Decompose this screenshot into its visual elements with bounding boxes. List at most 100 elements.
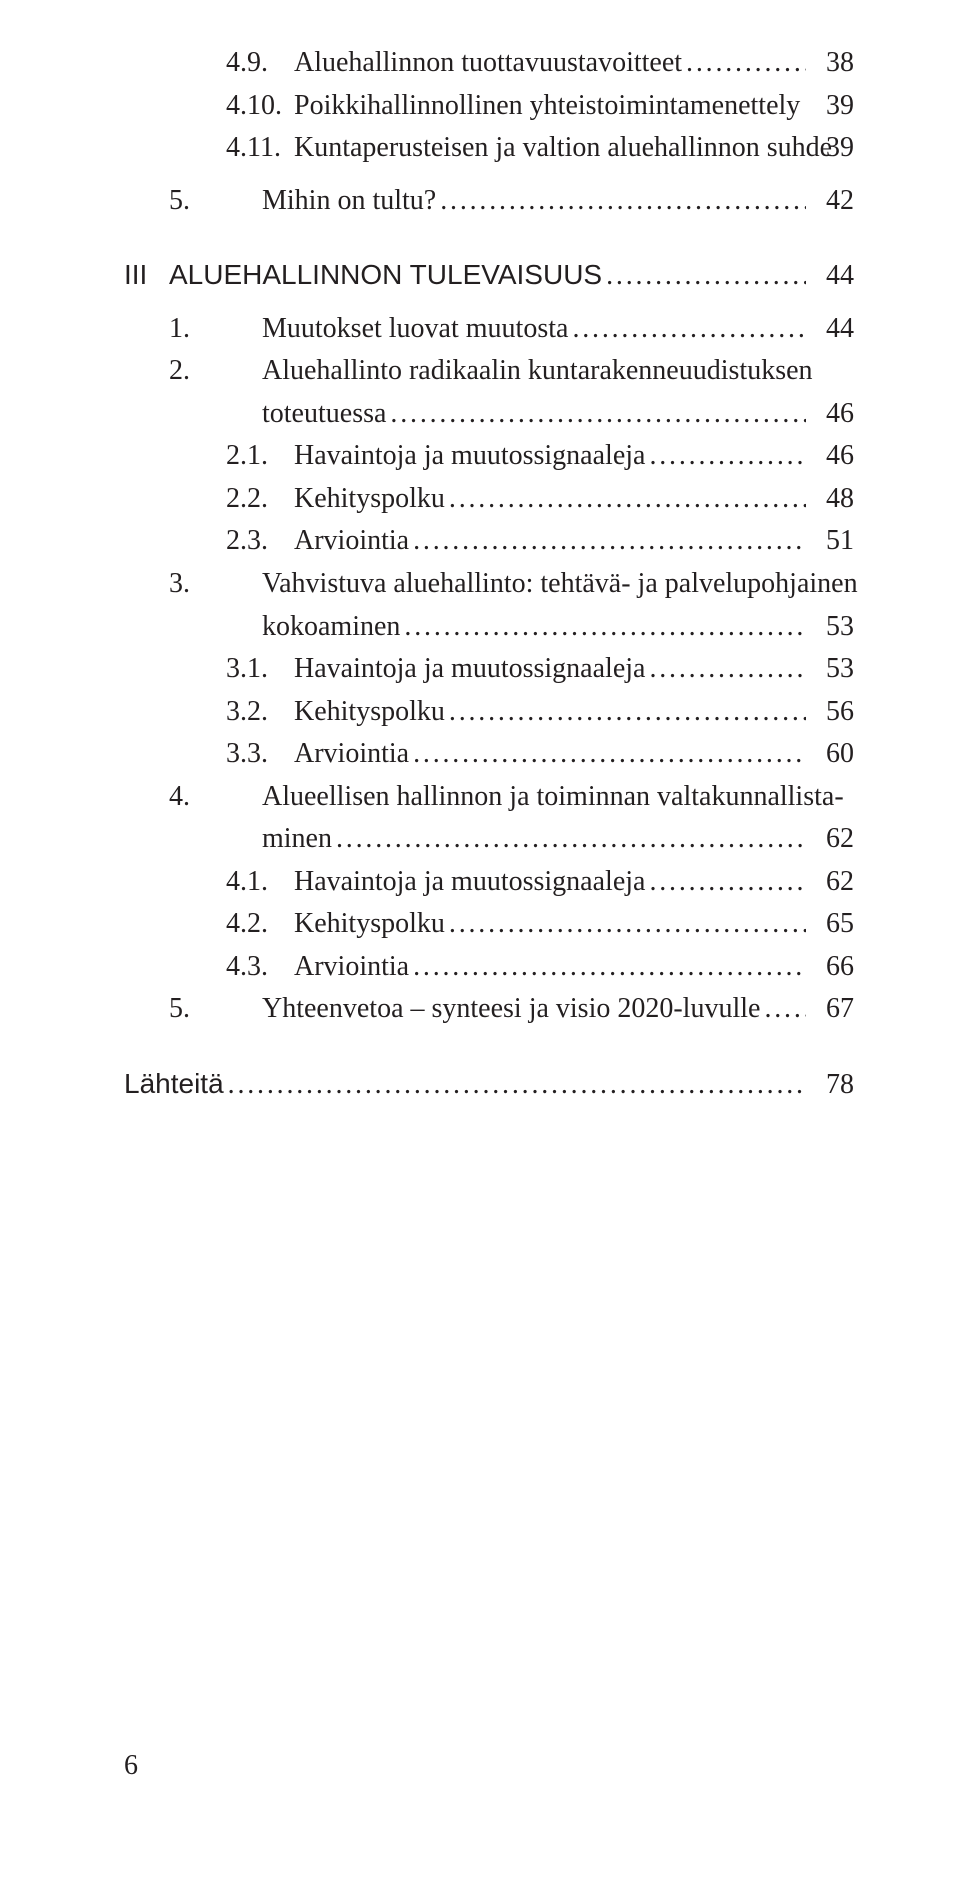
toc-entry-row: 2.3.Arviointia..........................… <box>124 520 854 563</box>
toc-page-number: 62 <box>810 861 854 904</box>
toc-entry-label: Havaintoja ja muutossignaaleja <box>294 435 645 478</box>
toc-entry-label: Mihin on tultu? <box>262 180 436 223</box>
toc-entry-row: 4.1.Havaintoja ja muutossignaaleja......… <box>124 861 854 904</box>
toc-entry-number: 2. <box>169 350 262 393</box>
toc-entry-label: toteutuessa <box>262 393 386 436</box>
toc-entry-number: 2.2. <box>226 478 294 521</box>
toc-part-label: ALUEHALLINNON TULEVAISUUS <box>169 254 602 297</box>
toc-page-number: 56 <box>810 691 854 734</box>
toc-page-number: 39 <box>810 127 854 170</box>
toc-page-number: 38 <box>810 42 854 85</box>
toc-entry-row: 2.2.Kehityspolku........................… <box>124 478 854 521</box>
toc-leader-dots: ........................................… <box>572 308 806 351</box>
toc-entry-row: 4.9.Aluehallinnon tuottavuustavoitteet..… <box>124 42 854 85</box>
toc-entry-label: Arviointia <box>294 946 409 989</box>
toc-leader-dots: ........................................… <box>413 733 806 776</box>
toc-page-number: 60 <box>810 733 854 776</box>
toc-entry-label: Vahvistuva aluehallinto: tehtävä- ja pal… <box>262 563 858 606</box>
toc-page-number: 46 <box>810 393 854 436</box>
toc-entry-number-pad <box>169 818 262 861</box>
toc-leader-dots: ........................................… <box>336 818 806 861</box>
toc-page-number: 44 <box>810 255 854 298</box>
toc-leader-dots: ........................................… <box>686 42 806 85</box>
toc-entry-row-continuation: toteutuessa.............................… <box>124 393 854 436</box>
toc-page-number: 67 <box>810 988 854 1031</box>
toc-entry-number: 4.1. <box>226 861 294 904</box>
toc-leader-dots: ........................................… <box>449 478 806 521</box>
toc-sources-label: Lähteitä <box>124 1063 224 1106</box>
toc-entry-number: 2.3. <box>226 520 294 563</box>
toc-entry-label: Kehityspolku <box>294 691 445 734</box>
toc-page-number: 42 <box>810 180 854 223</box>
toc-page-number: 51 <box>810 520 854 563</box>
toc-leader-dots: ........................................… <box>649 648 806 691</box>
toc-entry-number: 3. <box>169 563 262 606</box>
toc-part-row: IIIALUEHALLINNON TULEVAISUUS............… <box>124 254 854 298</box>
toc-entry-label: Kehityspolku <box>294 903 445 946</box>
toc-leader-dots: ........................................… <box>404 606 806 649</box>
toc-entry-row: 5.Yhteenvetoa – synteesi ja visio 2020-l… <box>124 988 854 1031</box>
toc-entry-number: 4.11. <box>226 127 294 170</box>
toc-entry-label: Arviointia <box>294 520 409 563</box>
toc-leader-dots: ........................................… <box>606 255 806 298</box>
toc-entry-row: 2.1.Havaintoja ja muutossignaaleja......… <box>124 435 854 478</box>
toc-entry-label: Alueellisen hallinnon ja toiminnan valta… <box>262 776 844 819</box>
toc-leader-dots: ........................................… <box>764 988 806 1031</box>
toc-entry-row: 4.11.Kuntaperusteisen ja valtion aluehal… <box>124 127 854 170</box>
toc-page-number: 48 <box>810 478 854 521</box>
toc-leader-dots: ........................................… <box>413 946 806 989</box>
toc-entry-number-pad <box>169 606 262 649</box>
toc-entry-label: Kehityspolku <box>294 478 445 521</box>
toc-leader-dots: ........................................… <box>440 180 806 223</box>
toc-entry-label: Muutokset luovat muutosta <box>262 308 568 351</box>
toc-entry-label: Havaintoja ja muutossignaaleja <box>294 648 645 691</box>
toc-entry-number: 3.3. <box>226 733 294 776</box>
toc-entry-number: 5. <box>169 988 262 1031</box>
toc-entry-number: 4.2. <box>226 903 294 946</box>
toc-entry-row-continuation: kokoaminen..............................… <box>124 606 854 649</box>
toc-leader-dots: ........................................… <box>228 1064 806 1107</box>
toc-entry-row: 3.Vahvistuva aluehallinto: tehtävä- ja p… <box>124 563 854 606</box>
toc-page-number: 39 <box>810 85 854 128</box>
toc-leader-dots: ........................................… <box>649 435 806 478</box>
toc-entry-row: 4.Alueellisen hallinnon ja toiminnan val… <box>124 776 854 819</box>
toc-leader-dots: ........................................… <box>649 861 806 904</box>
toc-page-number: 66 <box>810 946 854 989</box>
toc-entry-row: 3.3.Arviointia..........................… <box>124 733 854 776</box>
toc-entry-row: 4.2.Kehityspolku........................… <box>124 903 854 946</box>
page-number: 6 <box>124 1750 138 1782</box>
toc-entry-row: 1.Muutokset luovat muutosta.............… <box>124 308 854 351</box>
toc-entry-row: 5.Mihin on tultu?.......................… <box>124 180 854 223</box>
toc-leader-dots: ........................................… <box>449 903 806 946</box>
toc-entry-label: Aluehallinnon tuottavuustavoitteet <box>294 42 682 85</box>
toc-entry-label: Poikkihallinnollinen yhteistoimintamenet… <box>294 85 800 128</box>
toc-entry-row: 4.10.Poikkihallinnollinen yhteistoiminta… <box>124 85 854 128</box>
toc-entry-row-continuation: minen...................................… <box>124 818 854 861</box>
toc-entry-label: Kuntaperusteisen ja valtion aluehallinno… <box>294 127 832 170</box>
toc-leader-dots: ........................................… <box>804 85 806 128</box>
toc-entry-row: 3.1.Havaintoja ja muutossignaaleja......… <box>124 648 854 691</box>
toc-leader-dots: ........................................… <box>449 691 806 734</box>
toc-entry-row: 3.2.Kehityspolku........................… <box>124 691 854 734</box>
toc-part-roman: III <box>124 254 169 297</box>
toc-entry-number: 1. <box>169 308 262 351</box>
toc-entry-number: 3.1. <box>226 648 294 691</box>
toc-entry-number: 4. <box>169 776 262 819</box>
toc-entry-number: 4.3. <box>226 946 294 989</box>
toc-entry-label: kokoaminen <box>262 606 400 649</box>
toc-entry-label: minen <box>262 818 332 861</box>
toc-entry-number: 4.9. <box>226 42 294 85</box>
toc-entry-number: 3.2. <box>226 691 294 734</box>
toc-page-number: 78 <box>810 1064 854 1107</box>
toc-entry-number: 5. <box>169 180 262 223</box>
toc-entry-label: Aluehallinto radikaalin kuntarakenneuudi… <box>262 350 813 393</box>
toc-page-number: 62 <box>810 818 854 861</box>
toc-page-number: 44 <box>810 308 854 351</box>
toc-entry-label: Yhteenvetoa – synteesi ja visio 2020-luv… <box>262 988 760 1031</box>
toc-entry-row: 2.Aluehallinto radikaalin kuntarakenneuu… <box>124 350 854 393</box>
toc-leader-dots: ........................................… <box>390 393 806 436</box>
toc-entry-number-pad <box>169 393 262 436</box>
toc-page-number: 53 <box>810 648 854 691</box>
toc-sources-row: Lähteitä................................… <box>124 1063 854 1107</box>
toc-entry-number: 4.10. <box>226 85 294 128</box>
